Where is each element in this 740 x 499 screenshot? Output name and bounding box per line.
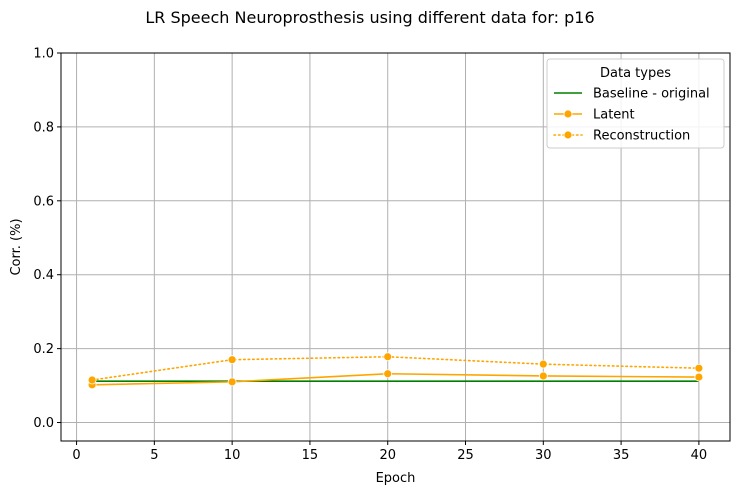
- legend-marker-reconstruction: [563, 130, 573, 140]
- data-point-latent: [694, 372, 704, 382]
- legend-items: Baseline - original Latent Reconstruction: [553, 87, 710, 144]
- legend-label-reconstruction: Reconstruction: [593, 129, 690, 144]
- data-point-reconstruction: [383, 352, 393, 362]
- x-tick-label: 35: [613, 448, 630, 463]
- legend-label-latent: Latent: [593, 108, 635, 123]
- y-tick-label: 0.0: [33, 416, 54, 431]
- x-tick-label: 40: [691, 448, 708, 463]
- data-point-latent: [227, 377, 237, 387]
- data-point-latent: [383, 369, 393, 379]
- series-layer: [87, 352, 704, 390]
- x-tick-label: 15: [302, 448, 319, 463]
- y-tick-label: 0.2: [33, 342, 54, 357]
- y-tick-label: 0.8: [33, 120, 54, 135]
- x-tick-label: 30: [535, 448, 552, 463]
- x-tick-label: 25: [457, 448, 474, 463]
- x-tick-label: 20: [379, 448, 396, 463]
- y-tick-label: 1.0: [33, 47, 54, 62]
- legend-title: Data types: [600, 66, 671, 81]
- data-point-reconstruction: [538, 359, 548, 369]
- x-tick-label: 5: [150, 448, 158, 463]
- y-tick-label: 0.6: [33, 194, 54, 209]
- plot-frame: [60, 52, 731, 442]
- data-point-reconstruction: [694, 363, 704, 373]
- legend: Data types Baseline - original Latent Reco…: [546, 58, 725, 149]
- x-tick-label: 10: [224, 448, 241, 463]
- y-tick-label: 0.4: [33, 268, 54, 283]
- data-point-reconstruction: [87, 375, 97, 385]
- y-axis-label: Corr. (%): [9, 218, 24, 275]
- data-point-reconstruction: [227, 355, 237, 365]
- y-axis-ticks: 0.0 0.2 0.4 0.6 0.8 1.0: [33, 47, 61, 431]
- series-line-latent: [92, 372, 699, 386]
- legend-box: [546, 58, 725, 149]
- data-point-latent: [538, 371, 548, 381]
- x-axis-label: Epoch: [376, 471, 416, 486]
- legend-label-baseline-original: Baseline - original: [593, 87, 710, 102]
- x-axis-ticks: 0 5 10 15 20 25 30 35 40: [72, 441, 707, 463]
- x-tick-label: 0: [72, 448, 80, 463]
- chart-title: LR Speech Neuroprosthesis using differen…: [145, 8, 594, 27]
- legend-marker-latent: [563, 109, 573, 119]
